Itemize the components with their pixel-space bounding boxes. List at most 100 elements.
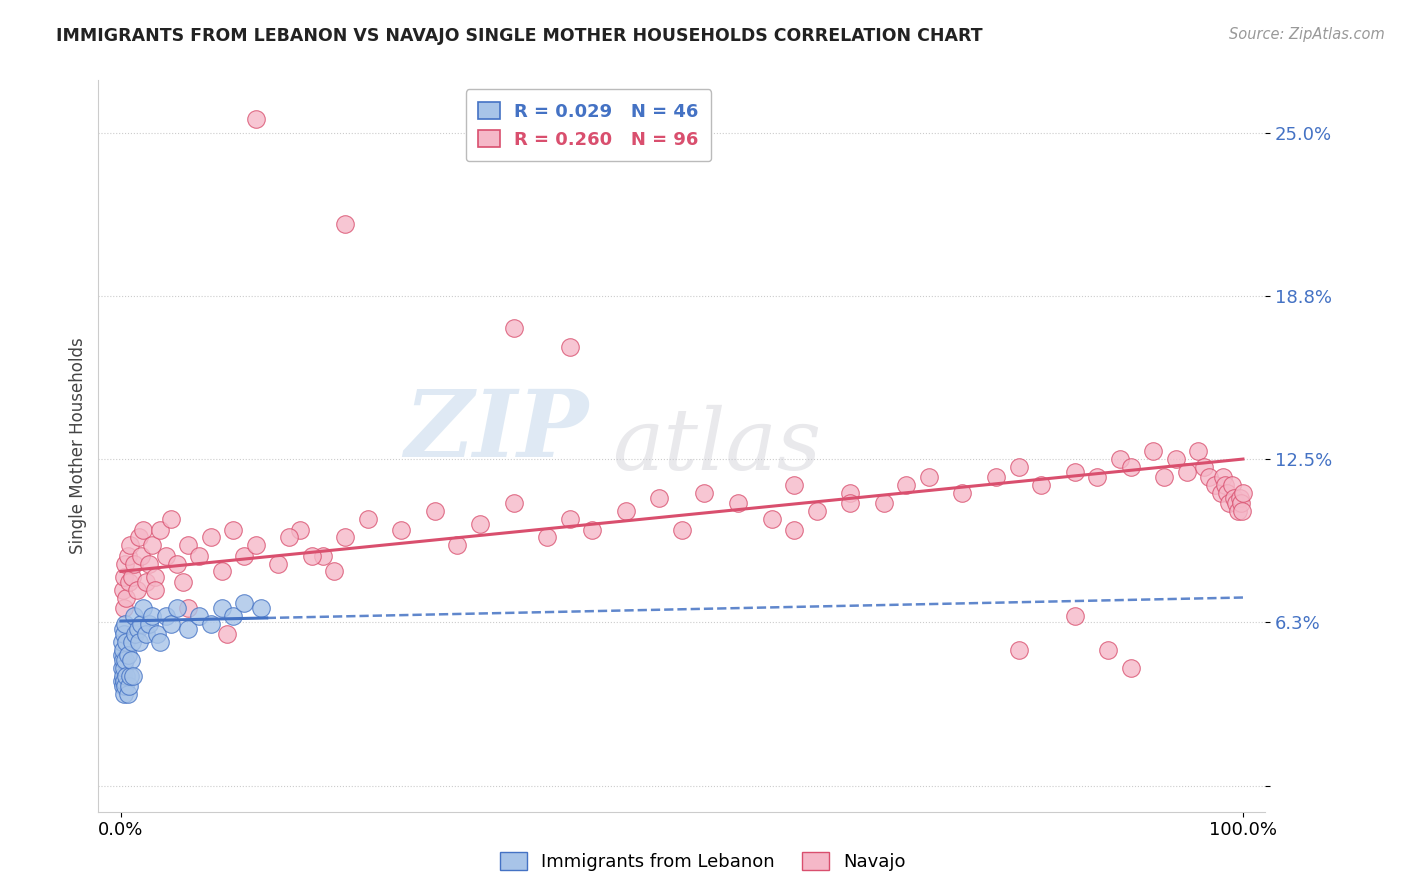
Point [124, 627, 146, 641]
Point [112, 653, 135, 667]
Point [122, 669, 145, 683]
Point [1213, 478, 1236, 492]
Legend: R = 0.029   N = 46, R = 0.260   N = 96: R = 0.029 N = 46, R = 0.260 N = 96 [465, 89, 711, 161]
Point [114, 616, 136, 631]
Point [1218, 496, 1240, 510]
Point [250, 601, 273, 615]
Point [233, 596, 256, 610]
Point [118, 669, 141, 683]
Point [172, 574, 194, 589]
Point [128, 530, 150, 544]
Point [1175, 465, 1198, 479]
Point [200, 530, 222, 544]
Point [112, 674, 135, 689]
Point [114, 679, 136, 693]
Point [125, 582, 148, 597]
Point [129, 616, 152, 631]
Point [233, 549, 256, 563]
Point [132, 523, 155, 537]
Point [155, 608, 177, 623]
Legend: Immigrants from Lebanon, Navajo: Immigrants from Lebanon, Navajo [492, 846, 914, 879]
Point [783, 478, 806, 492]
Point [160, 512, 183, 526]
Point [558, 512, 581, 526]
Point [1198, 470, 1220, 484]
Point [783, 523, 806, 537]
Point [111, 635, 134, 649]
Y-axis label: Single Mother Households: Single Mother Households [69, 338, 87, 554]
Point [112, 569, 135, 583]
Point [1230, 504, 1253, 518]
Point [149, 523, 172, 537]
Text: Source: ZipAtlas.com: Source: ZipAtlas.com [1229, 27, 1385, 42]
Point [1216, 486, 1239, 500]
Point [222, 523, 245, 537]
Point [112, 687, 135, 701]
Point [135, 627, 157, 641]
Point [245, 538, 267, 552]
Point [312, 549, 335, 563]
Point [1142, 444, 1164, 458]
Point [952, 486, 974, 500]
Point [502, 321, 524, 335]
Point [135, 574, 157, 589]
Point [160, 616, 183, 631]
Point [1029, 478, 1052, 492]
Point [267, 557, 290, 571]
Point [115, 635, 138, 649]
Point [558, 340, 581, 354]
Point [128, 635, 150, 649]
Point [1227, 504, 1250, 518]
Point [177, 622, 200, 636]
Point [468, 517, 491, 532]
Point [245, 112, 267, 127]
Point [166, 601, 188, 615]
Point [112, 661, 135, 675]
Point [1164, 452, 1187, 467]
Point [118, 538, 141, 552]
Point [323, 565, 346, 579]
Point [117, 549, 139, 563]
Text: atlas: atlas [612, 405, 821, 487]
Point [423, 504, 446, 518]
Point [188, 608, 211, 623]
Point [177, 601, 200, 615]
Point [200, 616, 222, 631]
Point [118, 679, 141, 693]
Point [581, 523, 603, 537]
Point [115, 591, 138, 605]
Point [1209, 486, 1232, 500]
Point [112, 627, 135, 641]
Point [1119, 459, 1142, 474]
Point [112, 669, 135, 683]
Point [120, 653, 142, 667]
Point [1225, 496, 1247, 510]
Point [1119, 661, 1142, 675]
Point [114, 557, 136, 571]
Point [111, 661, 134, 675]
Point [143, 582, 166, 597]
Point [1007, 642, 1029, 657]
Point [143, 569, 166, 583]
Text: ZIP: ZIP [405, 386, 589, 476]
Point [536, 530, 558, 544]
Point [177, 538, 200, 552]
Point [806, 504, 828, 518]
Point [335, 530, 357, 544]
Point [124, 608, 146, 623]
Point [1192, 459, 1215, 474]
Point [117, 648, 139, 662]
Point [129, 549, 152, 563]
Point [111, 648, 134, 662]
Point [648, 491, 671, 506]
Point [132, 601, 155, 615]
Point [149, 635, 172, 649]
Text: IMMIGRANTS FROM LEBANON VS NAVAJO SINGLE MOTHER HOUSEHOLDS CORRELATION CHART: IMMIGRANTS FROM LEBANON VS NAVAJO SINGLE… [56, 27, 983, 45]
Point [1063, 608, 1085, 623]
Point [211, 565, 233, 579]
Point [727, 496, 749, 510]
Point [984, 470, 1007, 484]
Point [896, 478, 918, 492]
Point [1108, 452, 1130, 467]
Point [839, 496, 862, 510]
